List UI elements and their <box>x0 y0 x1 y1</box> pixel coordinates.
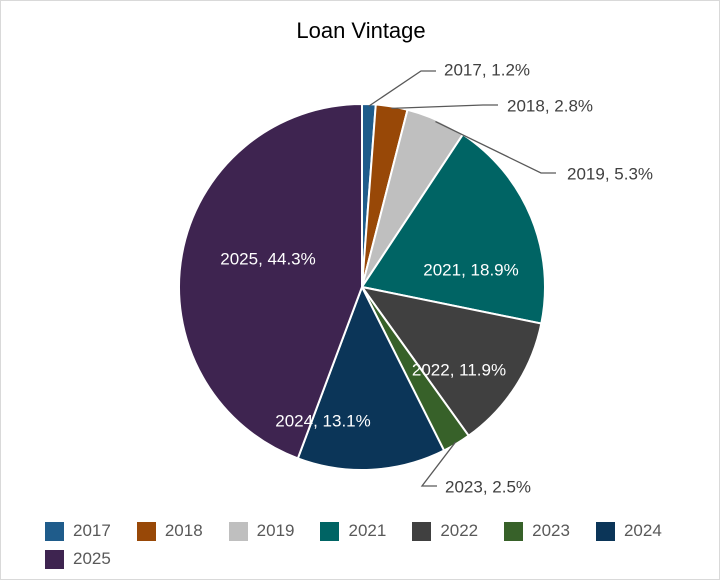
legend-swatch <box>504 521 524 541</box>
chart-title: Loan Vintage <box>296 18 425 43</box>
legend-label: 2019 <box>256 521 295 540</box>
data-label-2024: 2024, 13.1% <box>275 411 370 430</box>
legend-swatch <box>45 549 64 569</box>
legend-item-2023: 2023 <box>504 519 570 543</box>
legend-item-2017: 2017 <box>45 519 111 543</box>
data-label-2022: 2022, 11.9% <box>412 360 506 379</box>
data-label-2017: 2017, 1.2% <box>444 60 530 79</box>
data-label-2019: 2019, 5.3% <box>567 164 653 183</box>
legend-swatch <box>45 521 64 541</box>
legend-label: 2024 <box>623 521 662 540</box>
legend-swatch <box>412 521 432 541</box>
legend-swatch <box>320 521 340 541</box>
legend-label: 2018 <box>164 521 203 540</box>
legend-label: 2023 <box>532 521 570 540</box>
data-label-2021: 2021, 18.9% <box>423 260 518 279</box>
legend-swatch <box>136 521 156 541</box>
legend-item-2018: 2018 <box>136 519 203 543</box>
legend-item-2024: 2024 <box>595 519 662 543</box>
data-label-2023: 2023, 2.5% <box>445 477 531 496</box>
leader-line-2019 <box>435 120 556 174</box>
leader-line-2023 <box>420 441 457 487</box>
legend-label: 2025 <box>73 549 111 568</box>
legend-label: 2022 <box>440 521 479 540</box>
data-label-2018: 2018, 2.8% <box>507 96 593 115</box>
legend-item-2019: 2019 <box>228 519 295 543</box>
legend-label: 2017 <box>73 521 111 540</box>
legend-swatch <box>228 521 248 541</box>
data-label-2025: 2025, 44.3% <box>220 249 315 268</box>
legend-item-2025: 2025 <box>45 547 111 571</box>
leader-line-2017 <box>368 70 436 107</box>
legend-item-2021: 2021 <box>320 519 386 543</box>
pie-slice-2024 <box>296 284 446 471</box>
pie-slice-2025 <box>177 102 363 460</box>
legend-swatch <box>595 521 615 541</box>
leader-line-2018 <box>391 104 498 110</box>
legend-label: 2021 <box>348 521 387 540</box>
pie-slice-2022 <box>359 285 543 438</box>
legend: 2017 2018 2019 2021 2022 2023 2024 2025 <box>45 519 695 571</box>
pie-slice-2021 <box>360 132 546 325</box>
legend-item-2022: 2022 <box>412 519 478 543</box>
